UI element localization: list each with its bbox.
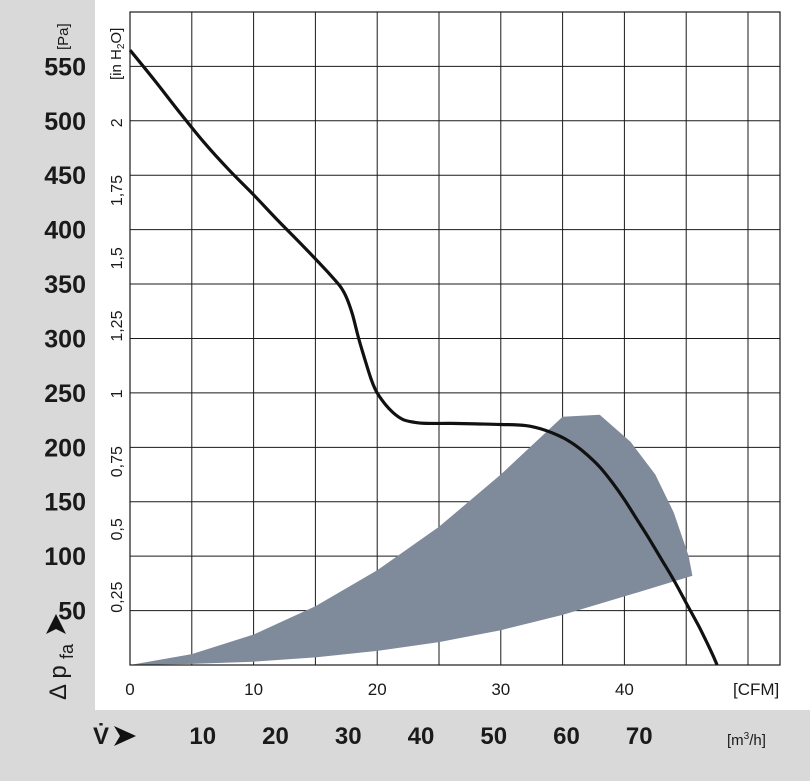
pa-tick-label: 200: [44, 434, 86, 462]
m3h-tick-label: 20: [262, 723, 289, 750]
pa-tick-labels: 50 100 150 200 250 300 350 400 450 500 550: [44, 53, 86, 625]
inh2o-tick-label: 1: [109, 389, 126, 398]
m3h-tick-label: 30: [335, 723, 362, 750]
cfm-tick-label: 30: [491, 680, 510, 699]
cfm-tick-label: 0: [125, 680, 134, 699]
m3h-tick-label: 40: [408, 723, 435, 750]
inh2o-unit-label: [in H2O]: [108, 28, 127, 80]
cfm-tick-label: 10: [244, 680, 263, 699]
pa-tick-label: 350: [44, 271, 86, 299]
inh2o-tick-label: 0,75: [109, 446, 126, 477]
svg-text:fa: fa: [57, 643, 77, 659]
y-axis-symbol: Δ p fa: [45, 614, 77, 700]
pa-unit-label: [Pa]: [55, 23, 72, 50]
inh2o-tick-label: 2: [109, 118, 126, 127]
m3h-tick-label: 70: [626, 723, 653, 750]
m3h-tick-label: 60: [553, 723, 580, 750]
x-axis-symbol: V̇: [93, 723, 109, 750]
bottom-axis-panel: [0, 710, 810, 781]
m3h-tick-label: 50: [480, 723, 507, 750]
inh2o-tick-label: 0,25: [109, 582, 126, 613]
pa-tick-label: 100: [44, 543, 86, 571]
cfm-tick-label: 40: [615, 680, 634, 699]
y-axis-arrow-icon: [46, 614, 66, 634]
pa-tick-label: 300: [44, 325, 86, 353]
inh2o-tick-label: 1,25: [109, 310, 126, 341]
inh2o-tick-labels: 0,25 0,5 0,75 1 1,25 1,5 1,75 2: [109, 118, 126, 613]
pa-tick-label: 450: [44, 162, 86, 190]
inh2o-tick-label: 1,5: [109, 247, 126, 269]
pa-tick-label: 550: [44, 53, 86, 81]
pa-tick-label: 50: [58, 598, 86, 626]
pa-tick-label: 150: [44, 489, 86, 517]
plot-frame: [129, 11, 781, 666]
inh2o-tick-label: 1,75: [109, 175, 126, 206]
m3h-unit-label: [m3/h]: [727, 731, 766, 749]
m3h-tick-labels: 10 20 30 40 50 60 70: [189, 723, 652, 750]
operating-area: [130, 414, 693, 665]
pressure-flow-curve: [128, 49, 719, 666]
cfm-tick-label: 20: [368, 680, 387, 699]
svg-text:Δ p: Δ p: [45, 665, 72, 700]
left-axis-panel: [0, 0, 95, 710]
x-axis-arrow-icon: [114, 726, 136, 746]
m3h-tick-label: 10: [189, 723, 216, 750]
inh2o-tick-label: 0,5: [109, 518, 126, 540]
cfm-tick-labels: 0 10 20 30 40: [125, 680, 634, 699]
pa-tick-label: 500: [44, 108, 86, 136]
pa-tick-label: 400: [44, 217, 86, 245]
pa-tick-label: 250: [44, 380, 86, 408]
cfm-unit-label: [CFM]: [733, 680, 779, 699]
